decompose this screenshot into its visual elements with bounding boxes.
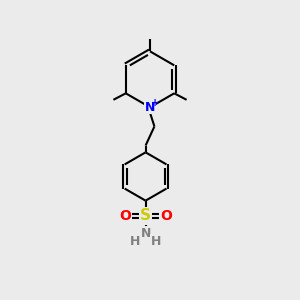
Text: S: S bbox=[140, 208, 151, 224]
Text: H: H bbox=[130, 235, 140, 248]
Text: N: N bbox=[145, 101, 155, 114]
Text: +: + bbox=[151, 98, 159, 109]
Text: O: O bbox=[119, 209, 131, 223]
Text: O: O bbox=[160, 209, 172, 223]
Text: N: N bbox=[140, 226, 151, 239]
Text: H: H bbox=[151, 235, 161, 248]
